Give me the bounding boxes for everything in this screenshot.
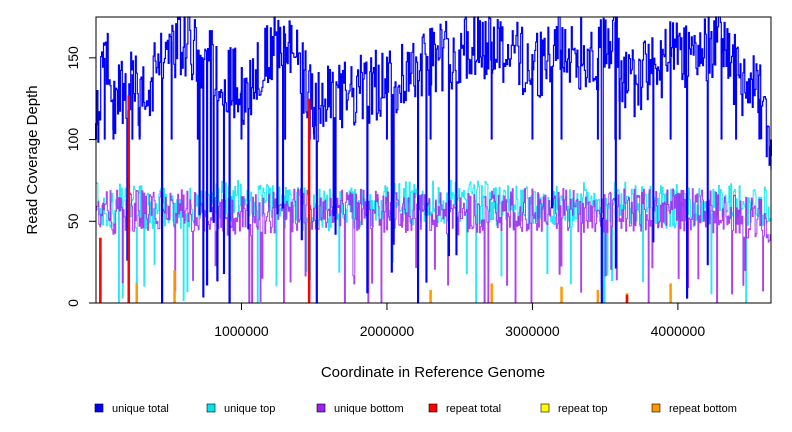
legend-label: unique bottom [334, 403, 404, 415]
legend-label: unique top [224, 403, 275, 415]
legend-label: repeat total [446, 403, 501, 415]
legend-swatch [94, 403, 104, 413]
legend-item: unique total [94, 403, 169, 415]
y-axis: 0 50 100 150 [65, 46, 97, 307]
series-line-unique-bottom [96, 188, 772, 304]
legend-item: repeat total [428, 403, 501, 415]
legend-label: repeat bottom [669, 403, 737, 415]
x-tick-label: 4000000 [651, 323, 706, 339]
x-axis-title: Coordinate in Reference Genome [321, 364, 545, 381]
y-axis-title: Read Coverage Depth [24, 85, 41, 234]
legend-swatch [206, 403, 216, 413]
legend-swatch [428, 403, 438, 413]
legend-swatch [540, 403, 550, 413]
y-tick-label: 100 [65, 128, 81, 152]
legend-item: repeat bottom [651, 403, 737, 415]
legend-item: unique top [206, 403, 275, 415]
y-tick-label: 50 [65, 213, 81, 229]
series-layer [95, 16, 772, 304]
legend-swatch [316, 403, 326, 413]
legend: unique total unique top unique bottom repea… [94, 403, 737, 415]
x-tick-label: 1000000 [214, 323, 269, 339]
x-tick-label: 2000000 [360, 323, 415, 339]
legend-item: unique bottom [316, 403, 404, 415]
series-line-unique-total [96, 16, 772, 304]
x-axis: 1000000 2000000 3000000 4000000 [214, 302, 706, 339]
y-tick-label: 0 [65, 299, 81, 307]
legend-label: repeat top [558, 403, 608, 415]
legend-label: unique total [112, 403, 169, 415]
x-tick-label: 3000000 [505, 323, 560, 339]
legend-swatch [651, 403, 661, 413]
legend-item: repeat top [540, 403, 608, 415]
y-tick-label: 150 [65, 46, 81, 70]
